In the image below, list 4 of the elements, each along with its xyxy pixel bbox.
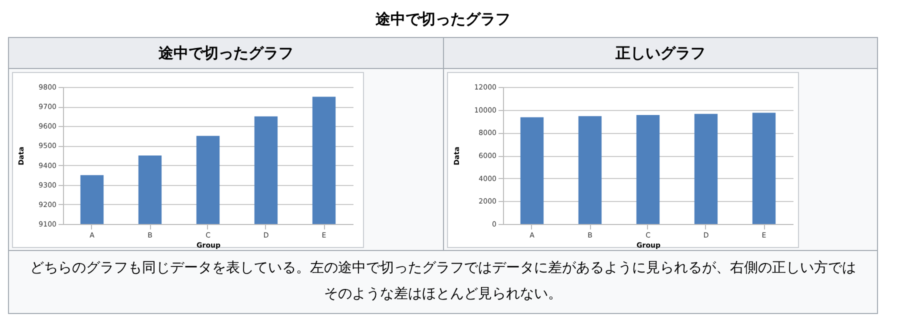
text: どちらのグラフも同じデータを表している。左の途中で切ったグラフではデータに差があるように見られるが、右側の正しい方ではそのような差はほとんど見られない。 <box>29 259 857 304</box>
text: 途中で切ったグラフ <box>374 9 512 30</box>
chart-title: 途中で切ったグラフ <box>8 38 443 68</box>
chart-title: 正しいグラフ <box>443 38 878 68</box>
